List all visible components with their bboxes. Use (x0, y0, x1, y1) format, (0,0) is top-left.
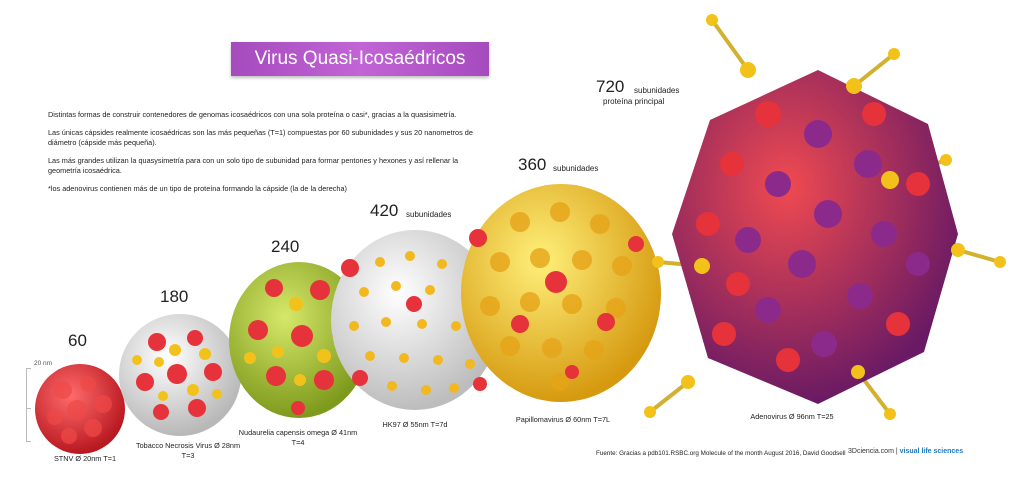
virus-caption: HK97 Ø 55nm T=7d (360, 420, 470, 430)
scale-bar (26, 368, 27, 442)
virus-caption: Tobacco Necrosis Virus Ø 28nm T=3 (128, 441, 248, 461)
caption-line: STNV Ø 20nm T=1 (53, 454, 117, 463)
scale-tick (26, 408, 31, 409)
virus-caption: STNV Ø 20nm T=1 (30, 454, 140, 464)
virus-hk97 (330, 228, 500, 412)
scale-tick (26, 441, 31, 442)
virus-papillomavirus (460, 182, 662, 404)
source-credit: Fuente: Gracias a pdb101.RSBC.org Molecu… (596, 450, 846, 457)
subunits-label: subunidades (634, 86, 680, 95)
caption-line: T=3 (181, 451, 195, 460)
caption-line: Papillomavirus Ø 60nm T=7L (515, 415, 611, 424)
brand: 3Dciencia.com | visual life sciences (848, 448, 963, 455)
intro-paragraph: *los adenovirus contienen más de un tipo… (48, 184, 347, 193)
virus-caption: Nudaurelia capensis omega Ø 41nm T=4 (218, 428, 378, 448)
brand-tagline: visual life sciences (899, 448, 964, 455)
page-title: Virus Quasi-Icosaédricos (254, 48, 466, 69)
intro-paragraph: Las únicas cápsides realmente icosaédric… (48, 128, 473, 147)
intro-text: Distintas formas de construir contenedor… (48, 110, 488, 202)
subunit-count: 360 (518, 155, 547, 174)
subunit-count: 720 (596, 77, 625, 96)
virus-stnv (33, 362, 127, 456)
virus-tnv (117, 312, 243, 438)
virus-caption: Adenovirus Ø 96nm T=25 (732, 412, 852, 422)
subunit-count: 420 (370, 201, 399, 220)
brand-separator: | (895, 448, 898, 455)
subunit-count: 240 (271, 237, 300, 256)
scale-label: 20 nm (34, 360, 53, 367)
scale-tick (26, 368, 31, 369)
brand-name: 3Dciencia.com (848, 448, 894, 455)
subunit-count: 180 (160, 287, 189, 306)
virus-caption: Papillomavirus Ø 60nm T=7L (498, 415, 628, 425)
caption-line: Nudaurelia capensis omega Ø 41nm (238, 428, 358, 437)
intro-paragraph: Distintas formas de construir contenedor… (48, 110, 457, 119)
subunits-label: subunidades (553, 164, 599, 173)
subunits-label: subunidades (406, 210, 452, 219)
caption-line: T=4 (291, 438, 305, 447)
caption-line: HK97 Ø 55nm T=7d (382, 420, 448, 429)
caption-line: Adenovirus Ø 96nm T=25 (750, 412, 834, 421)
caption-line: Tobacco Necrosis Virus Ø 28nm (135, 441, 241, 450)
intro-paragraph: Las más grandes utilizan la quasysimetrí… (48, 156, 459, 175)
virus-adenovirus (628, 14, 1014, 432)
protein-label: proteína principal (603, 97, 665, 106)
title-banner: Virus Quasi-Icosaédricos (231, 42, 489, 76)
subunit-count: 60 (68, 331, 87, 350)
